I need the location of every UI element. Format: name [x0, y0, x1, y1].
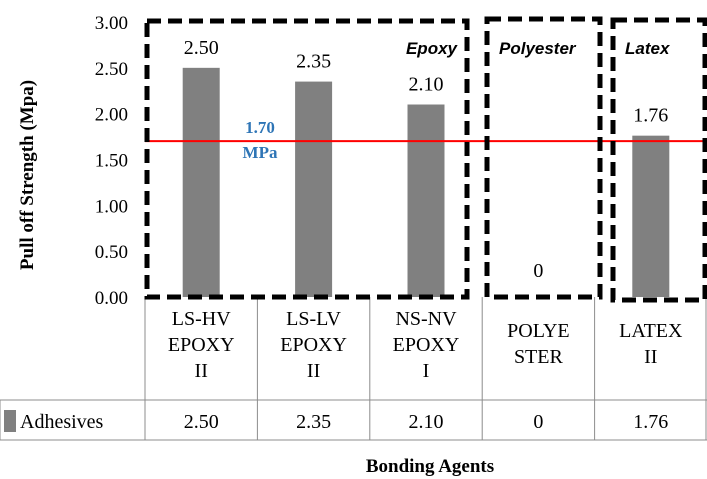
- table-value: 2.10: [409, 411, 444, 433]
- bar: [295, 81, 333, 297]
- category-label: NS-NV: [395, 308, 457, 330]
- table-value: 2.50: [184, 411, 219, 433]
- y-tick-label: 2.50: [95, 59, 128, 80]
- category-label: LS-LV: [286, 308, 341, 330]
- data-label: 0: [533, 260, 543, 282]
- category-label: II: [644, 346, 657, 368]
- category-label: I: [423, 360, 430, 382]
- bar: [182, 67, 220, 297]
- table-value: 2.35: [296, 411, 331, 433]
- category-label: LS-HV: [172, 308, 231, 330]
- y-axis-title: Pull off Strength (Mpa): [17, 80, 38, 270]
- category-label: EPOXY: [168, 334, 235, 356]
- data-label: 2.50: [184, 37, 219, 59]
- bar: [632, 135, 670, 297]
- table-value: 0: [533, 411, 543, 433]
- y-tick-label: 3.00: [95, 13, 128, 34]
- group-box: [484, 16, 603, 300]
- category-label: STER: [514, 346, 564, 368]
- category-label: EPOXY: [280, 334, 347, 356]
- reference-line-label: 1.70: [245, 118, 275, 137]
- category-label: II: [307, 360, 320, 382]
- plot-area: 0.00 0.50 1.00 1.50 2.00 2.50 3.00 2.50 2.35 2.10…: [0, 13, 707, 441]
- legend-label: Adhesives: [20, 411, 104, 433]
- y-tick-label: 0.00: [95, 288, 128, 309]
- y-tick-label: 1.00: [95, 196, 128, 217]
- data-label: 2.10: [409, 74, 444, 96]
- category-label: LATEX: [619, 320, 683, 342]
- group-box: [144, 18, 470, 300]
- y-tick-label: 1.50: [95, 151, 128, 172]
- group-label: Epoxy: [406, 39, 459, 58]
- category-label: POLYE: [507, 320, 569, 342]
- category-label: EPOXY: [393, 334, 460, 356]
- legend-key: [4, 410, 16, 432]
- category-label: II: [195, 360, 208, 382]
- data-label: 1.76: [633, 105, 668, 127]
- reference-line-label: MPa: [243, 143, 278, 162]
- y-tick-label: 2.00: [95, 105, 128, 126]
- group-label: Latex: [625, 39, 671, 58]
- group-label: Polyester: [499, 39, 577, 58]
- bar: [407, 104, 445, 297]
- x-axis-title: Bonding Agents: [366, 456, 494, 477]
- table-value: 1.76: [633, 411, 668, 433]
- y-tick-label: 0.50: [95, 242, 128, 263]
- data-label: 2.35: [296, 51, 331, 73]
- group-box: [610, 17, 707, 303]
